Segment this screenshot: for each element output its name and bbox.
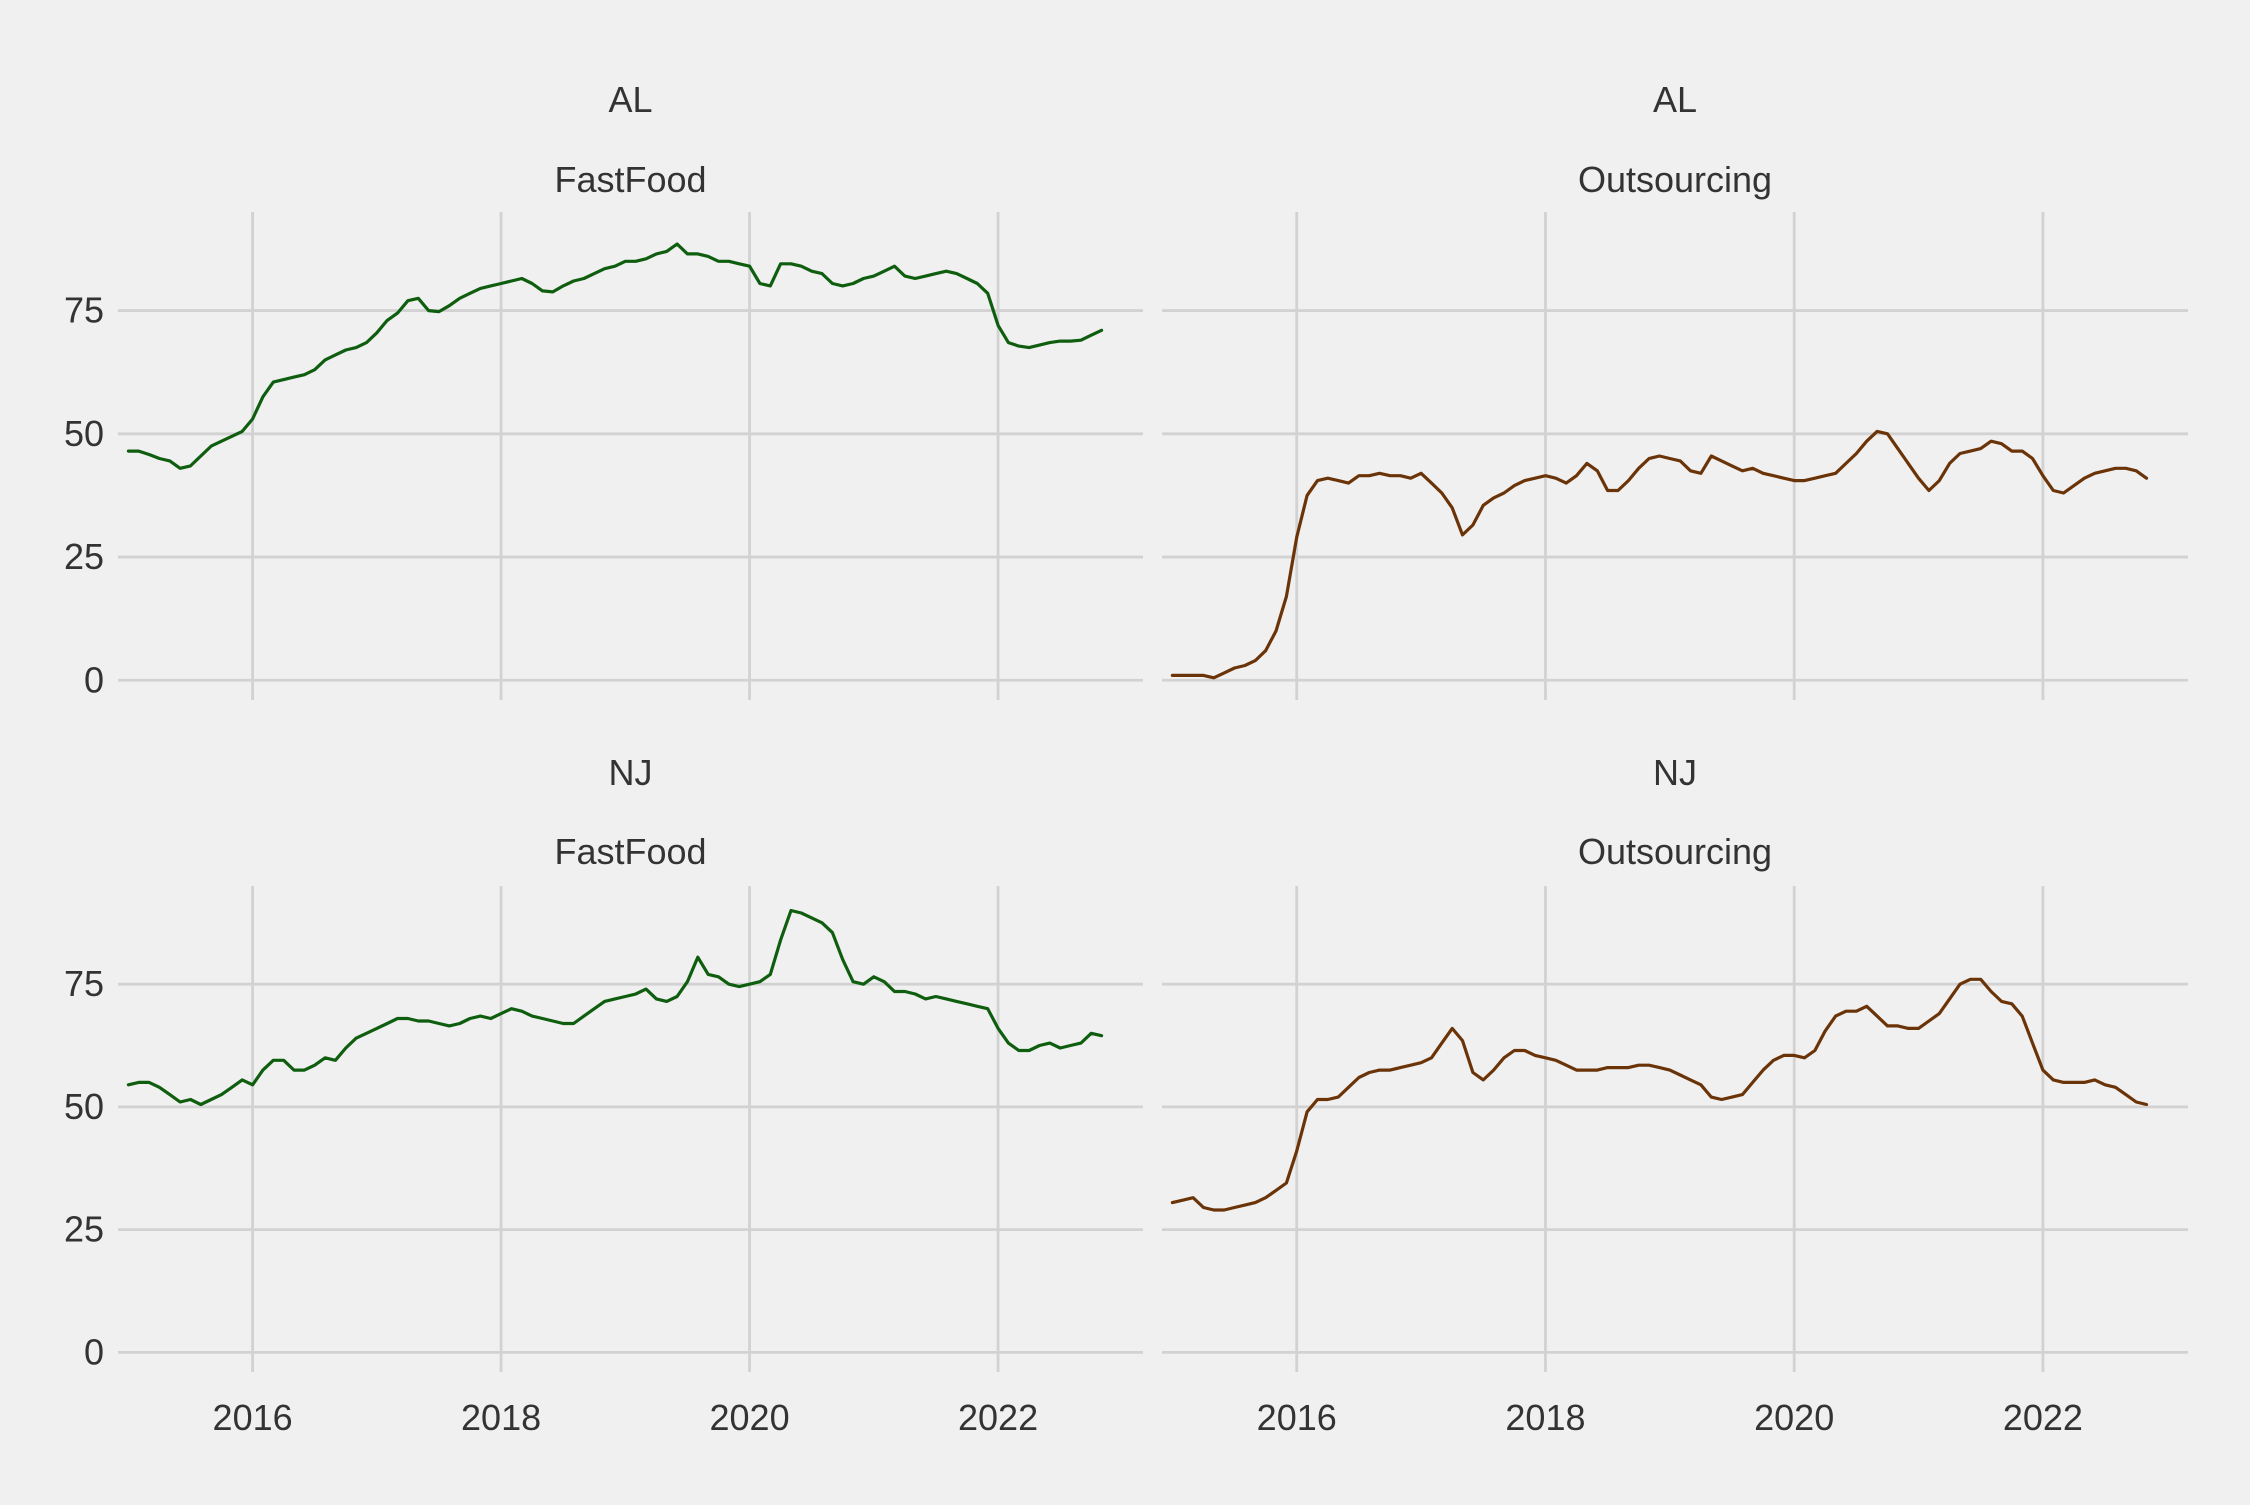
series-line-al-fastfood: [126, 242, 1104, 470]
y-tick-label: 50: [64, 1086, 104, 1127]
y-tick-label: 75: [64, 963, 104, 1004]
y-tick-label: 75: [64, 290, 104, 331]
x-tick-label: 2022: [2003, 1397, 2083, 1438]
strip-label-state: NJ: [1653, 752, 1697, 793]
strip-label-state: AL: [608, 79, 652, 120]
strip-label-category: FastFood: [554, 831, 706, 872]
x-tick-label: 2018: [461, 1397, 541, 1438]
panel-al-fastfood: AL FastFood 0 25 50 75: [64, 79, 1143, 700]
x-tick-label: 2016: [1257, 1397, 1337, 1438]
panel-nj-fastfood: NJ FastFood 0 25 50 75 2016 2018 2020 2022: [64, 752, 1143, 1438]
strip-label-category: FastFood: [554, 159, 706, 200]
x-tick-label: 2020: [710, 1397, 790, 1438]
x-tick-label: 2016: [213, 1397, 293, 1438]
panel-nj-outsourcing: NJ Outsourcing 2016 2018 2020 2022: [1162, 752, 2188, 1438]
y-tick-label: 0: [84, 1331, 104, 1372]
series-line-nj-fastfood: [126, 908, 1104, 1107]
y-tick-label: 25: [64, 536, 104, 577]
y-tick-label: 50: [64, 413, 104, 454]
panel-al-outsourcing: AL Outsourcing: [1162, 79, 2188, 700]
x-tick-label: 2020: [1754, 1397, 1834, 1438]
y-tick-label: 25: [64, 1209, 104, 1250]
series-line-al-outsourcing: [1170, 429, 2149, 680]
y-tick-label: 0: [84, 659, 104, 700]
x-tick-label: 2022: [958, 1397, 1038, 1438]
strip-label-category: Outsourcing: [1578, 831, 1772, 872]
x-tick-label: 2018: [1505, 1397, 1585, 1438]
series-line-nj-outsourcing: [1170, 977, 2149, 1212]
strip-label-category: Outsourcing: [1578, 159, 1772, 200]
strip-label-state: NJ: [609, 752, 653, 793]
strip-label-state: AL: [1653, 79, 1697, 120]
